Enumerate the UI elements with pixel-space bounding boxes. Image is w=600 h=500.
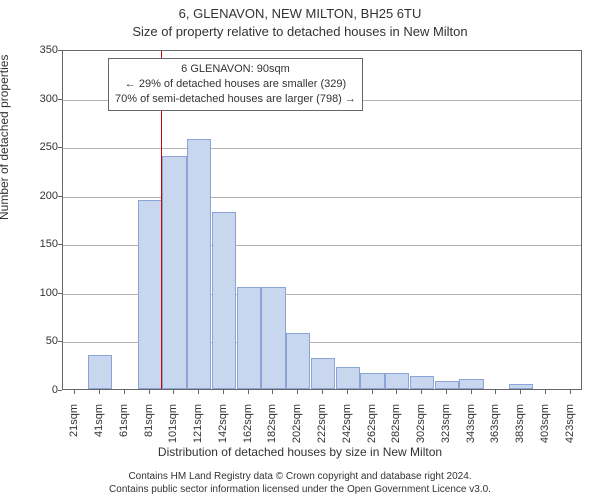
y-tick-mark	[58, 99, 62, 100]
x-tick-label: 61sqm	[118, 404, 130, 464]
x-tick-mark	[570, 390, 571, 394]
x-tick-label: 182sqm	[266, 404, 278, 464]
histogram-bar	[212, 212, 236, 389]
histogram-bar	[360, 373, 384, 389]
x-tick-mark	[495, 390, 496, 394]
histogram-bar	[336, 367, 360, 389]
x-tick-label: 363sqm	[489, 404, 501, 464]
y-tick-mark	[58, 50, 62, 51]
chart-title-line1: 6, GLENAVON, NEW MILTON, BH25 6TU	[0, 6, 600, 21]
x-tick-label: 302sqm	[415, 404, 427, 464]
x-tick-label: 81sqm	[143, 404, 155, 464]
x-tick-label: 242sqm	[341, 404, 353, 464]
x-tick-mark	[223, 390, 224, 394]
x-tick-mark	[74, 390, 75, 394]
y-tick-mark	[58, 390, 62, 391]
x-tick-mark	[396, 390, 397, 394]
y-axis-label: Number of detached properties	[0, 55, 11, 220]
y-tick-mark	[58, 293, 62, 294]
x-tick-mark	[248, 390, 249, 394]
histogram-bar	[162, 156, 186, 389]
x-tick-label: 282sqm	[390, 404, 402, 464]
histogram-bar	[509, 384, 533, 389]
histogram-bar	[237, 287, 261, 389]
annotation-box: 6 GLENAVON: 90sqm← 29% of detached house…	[108, 58, 363, 111]
annotation-line: 6 GLENAVON: 90sqm	[115, 62, 356, 77]
x-tick-mark	[347, 390, 348, 394]
x-tick-label: 262sqm	[366, 404, 378, 464]
histogram-bar	[187, 139, 211, 389]
y-tick-mark	[58, 196, 62, 197]
histogram-bar	[138, 200, 162, 389]
x-tick-label: 162sqm	[242, 404, 254, 464]
chart-title-line2: Size of property relative to detached ho…	[0, 24, 600, 39]
x-tick-mark	[446, 390, 447, 394]
y-tick-label: 50	[18, 335, 58, 347]
y-tick-mark	[58, 244, 62, 245]
x-tick-mark	[322, 390, 323, 394]
x-tick-mark	[272, 390, 273, 394]
x-tick-mark	[520, 390, 521, 394]
x-tick-mark	[124, 390, 125, 394]
histogram-bar	[385, 373, 409, 389]
y-tick-label: 300	[18, 93, 58, 105]
histogram-bar	[435, 381, 459, 389]
annotation-line: 70% of semi-detached houses are larger (…	[115, 92, 356, 107]
x-tick-label: 423sqm	[564, 404, 576, 464]
y-tick-label: 250	[18, 141, 58, 153]
y-tick-label: 350	[18, 44, 58, 56]
x-tick-label: 21sqm	[68, 404, 80, 464]
x-tick-label: 41sqm	[93, 404, 105, 464]
x-tick-label: 121sqm	[192, 404, 204, 464]
x-tick-label: 323sqm	[440, 404, 452, 464]
x-tick-mark	[372, 390, 373, 394]
x-tick-mark	[421, 390, 422, 394]
chart-container: 6, GLENAVON, NEW MILTON, BH25 6TU Size o…	[0, 0, 600, 500]
gridline-h	[63, 148, 581, 149]
footer-line2: Contains public sector information licen…	[0, 484, 600, 497]
x-tick-mark	[173, 390, 174, 394]
y-tick-mark	[58, 341, 62, 342]
histogram-bar	[459, 379, 483, 389]
x-tick-label: 343sqm	[465, 404, 477, 464]
x-tick-label: 202sqm	[291, 404, 303, 464]
x-tick-mark	[545, 390, 546, 394]
y-tick-label: 100	[18, 287, 58, 299]
x-tick-mark	[297, 390, 298, 394]
x-tick-label: 383sqm	[514, 404, 526, 464]
y-tick-label: 150	[18, 238, 58, 250]
y-tick-label: 0	[18, 384, 58, 396]
histogram-bar	[286, 333, 310, 389]
x-tick-mark	[471, 390, 472, 394]
histogram-bar	[88, 355, 112, 389]
histogram-bar	[410, 376, 434, 389]
y-tick-label: 200	[18, 190, 58, 202]
x-tick-label: 101sqm	[167, 404, 179, 464]
gridline-h	[63, 197, 581, 198]
footer-attribution: Contains HM Land Registry data © Crown c…	[0, 471, 600, 496]
x-tick-label: 142sqm	[217, 404, 229, 464]
footer-line1: Contains HM Land Registry data © Crown c…	[0, 471, 600, 484]
x-tick-mark	[198, 390, 199, 394]
x-tick-mark	[149, 390, 150, 394]
annotation-line: ← 29% of detached houses are smaller (32…	[115, 77, 356, 92]
histogram-bar	[311, 358, 335, 389]
x-tick-label: 222sqm	[316, 404, 328, 464]
histogram-bar	[261, 287, 285, 389]
y-tick-mark	[58, 147, 62, 148]
x-tick-mark	[99, 390, 100, 394]
x-tick-label: 403sqm	[539, 404, 551, 464]
